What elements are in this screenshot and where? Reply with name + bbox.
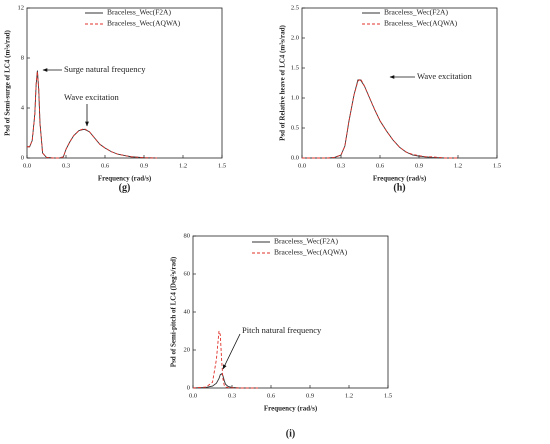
x-tick-label: 0.0 xyxy=(298,162,306,169)
x-axis-label: Frequency (rad/s) xyxy=(98,175,152,183)
annotation: Surge natural frequency xyxy=(64,64,146,74)
x-tick-label: 0.9 xyxy=(140,162,148,169)
x-tick-label: 0.3 xyxy=(228,392,236,399)
panel-label: (i) xyxy=(286,428,295,439)
x-tick-label: 0.0 xyxy=(189,392,197,399)
y-tick-label: 20 xyxy=(184,346,191,353)
series-line xyxy=(302,79,458,159)
y-tick-label: 4 xyxy=(21,104,25,111)
x-tick-label: 0.6 xyxy=(267,392,276,399)
x-tick-label: 0.3 xyxy=(62,162,70,169)
y-tick-label: 0.0 xyxy=(291,154,299,161)
y-tick-label: 2.0 xyxy=(291,34,299,41)
y-tick-label: 80 xyxy=(184,232,191,239)
series-line xyxy=(27,70,158,159)
y-tick-label: 2.5 xyxy=(291,4,299,11)
y-axis-label: Psd of Semi-pitch of LC4 (Deg²s/rad) xyxy=(170,256,178,367)
annotation: Wave excitation xyxy=(64,92,120,102)
x-tick-label: 0.6 xyxy=(376,162,385,169)
legend-label: Braceless_Wec(F2A) xyxy=(107,8,171,17)
x-tick-label: 0.3 xyxy=(337,162,345,169)
series-line xyxy=(192,330,258,389)
x-tick-label: 0.0 xyxy=(23,162,31,169)
legend-label: Braceless_Wec(AQWA) xyxy=(107,19,181,28)
series-line xyxy=(302,78,458,159)
legend-label: Braceless_Wec(F2A) xyxy=(384,8,448,17)
y-tick-label: 0 xyxy=(187,384,190,391)
y-axis-label: Psd of Relative heave of LC4 (m²s/rad) xyxy=(279,25,287,141)
x-tick-label: 1.2 xyxy=(454,162,462,169)
legend-label: Braceless_Wec(AQWA) xyxy=(274,248,348,257)
annotation: Pitch natural frequency xyxy=(242,325,322,335)
plot-frame xyxy=(26,7,223,159)
y-tick-label: 8 xyxy=(21,54,24,61)
annotation: Wave excitation xyxy=(417,71,473,81)
x-tick-label: 0.9 xyxy=(415,162,423,169)
x-tick-label: 1.2 xyxy=(179,162,187,169)
y-tick-label: 1.0 xyxy=(291,94,299,101)
series-line xyxy=(192,373,258,389)
series-line xyxy=(27,71,158,159)
x-tick-label: 1.5 xyxy=(493,162,501,169)
annotation-arrow xyxy=(222,333,241,370)
x-tick-label: 0.6 xyxy=(101,162,110,169)
x-axis-label: Frequency (rad/s) xyxy=(373,175,427,183)
y-tick-label: 0.5 xyxy=(291,124,299,131)
x-tick-label: 1.2 xyxy=(345,392,353,399)
x-tick-label: 1.5 xyxy=(218,162,226,169)
panel-label: (g) xyxy=(119,182,131,193)
y-tick-label: 0 xyxy=(21,154,24,161)
y-axis-label: Psd of Semi-surge of LC4 (m²s/rad) xyxy=(4,29,12,135)
legend-label: Braceless_Wec(F2A) xyxy=(274,237,338,246)
legend-label: Braceless_Wec(AQWA) xyxy=(384,19,458,28)
panel-label: (h) xyxy=(393,182,405,193)
y-tick-label: 12 xyxy=(18,4,25,11)
plot-frame xyxy=(301,7,498,159)
x-tick-label: 1.5 xyxy=(384,392,392,399)
x-axis-label: Frequency (rad/s) xyxy=(264,405,318,413)
y-tick-label: 60 xyxy=(184,270,191,277)
y-tick-label: 40 xyxy=(184,308,191,315)
y-tick-label: 1.5 xyxy=(291,64,299,71)
x-tick-label: 0.9 xyxy=(306,392,314,399)
